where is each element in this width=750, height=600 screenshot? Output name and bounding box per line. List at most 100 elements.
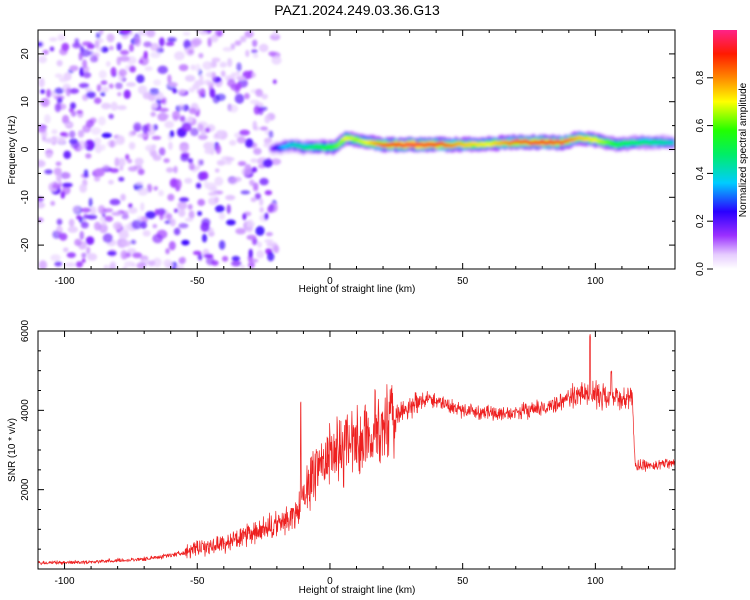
heatmap-cell bbox=[123, 210, 129, 218]
heatmap-cell bbox=[66, 252, 76, 258]
heatmap-cell bbox=[146, 30, 156, 38]
heatmap-cell bbox=[209, 186, 218, 192]
heatmap-cell bbox=[177, 88, 187, 95]
snr-y-label: SNR (10 * v/v) bbox=[7, 418, 18, 482]
heatmap-cell bbox=[63, 150, 72, 159]
heatmap-cell bbox=[121, 240, 131, 247]
heatmap-cell bbox=[111, 211, 123, 216]
heatmap-cell bbox=[199, 91, 204, 98]
y-tick-label: 6000 bbox=[20, 319, 31, 342]
heatmap-cell bbox=[119, 165, 124, 171]
heatmap-cell bbox=[79, 183, 87, 193]
heatmap-cell bbox=[214, 168, 220, 173]
heatmap-cell bbox=[231, 255, 241, 262]
heatmap-cell bbox=[197, 123, 204, 132]
x-tick-label: -100 bbox=[55, 276, 75, 287]
heatmap-cell bbox=[38, 77, 45, 88]
heatmap-cell bbox=[50, 90, 56, 98]
heatmap-cell bbox=[116, 42, 122, 51]
heatmap-cell bbox=[178, 223, 189, 229]
heatmap-cell bbox=[128, 207, 138, 214]
heatmap-cell bbox=[261, 93, 268, 100]
heatmap-ridge-cell bbox=[335, 144, 340, 148]
heatmap-cell bbox=[68, 88, 80, 94]
heatmap-cell bbox=[38, 202, 46, 209]
heatmap-cell bbox=[195, 182, 202, 189]
colorbar: 0.0 0.2 0.4 0.6 0.8 Normalized spectral ampl… bbox=[695, 30, 749, 276]
heatmap-cell bbox=[234, 40, 242, 46]
heatmap-cell bbox=[110, 66, 117, 77]
heatmap-cell bbox=[80, 207, 92, 213]
heatmap-cell bbox=[86, 246, 91, 255]
heatmap-cell bbox=[153, 186, 159, 191]
x-tick-label: 50 bbox=[457, 576, 469, 587]
heatmap-cell bbox=[168, 82, 179, 87]
heatmap-cell bbox=[271, 55, 282, 65]
heatmap-cell bbox=[198, 134, 208, 140]
heatmap-cell bbox=[64, 122, 73, 127]
heatmap-cell bbox=[209, 88, 216, 98]
heatmap-cell bbox=[70, 102, 76, 110]
heatmap-cell bbox=[70, 140, 80, 149]
heatmap-cell bbox=[98, 70, 107, 79]
heatmap-cell bbox=[94, 175, 101, 182]
heatmap-cell bbox=[167, 193, 175, 201]
heatmap-cell bbox=[109, 261, 117, 269]
heatmap-cell bbox=[218, 212, 226, 220]
heatmap-cell bbox=[80, 221, 89, 229]
heatmap-cell bbox=[56, 97, 63, 104]
heatmap-cell bbox=[143, 41, 152, 48]
heatmap-cell bbox=[145, 211, 156, 219]
heatmap-cell bbox=[269, 33, 281, 41]
heatmap-cell bbox=[38, 128, 47, 133]
heatmap-cell bbox=[241, 167, 252, 176]
heatmap-cell bbox=[115, 82, 123, 90]
heatmap-cell bbox=[129, 65, 137, 73]
figure-title: PAZ1.2024.249.03.36.G13 bbox=[274, 2, 440, 18]
heatmap-cell bbox=[60, 191, 66, 199]
heatmap-cell bbox=[201, 130, 206, 136]
heatmap-cell bbox=[109, 168, 119, 173]
heatmap-cell bbox=[123, 89, 131, 100]
heatmap-cell bbox=[137, 85, 148, 95]
heatmap-cell bbox=[197, 198, 206, 207]
snr-panel: -100 -50 0 50 100 2000 4000 6000 Height of str… bbox=[7, 319, 676, 596]
heatmap-cell bbox=[148, 260, 156, 266]
heatmap-cell bbox=[81, 258, 86, 263]
heatmap-cell bbox=[151, 144, 157, 149]
heatmap-cell bbox=[106, 33, 115, 43]
heatmap-cell bbox=[118, 176, 125, 182]
spectrogram-y-axis: -20 -10 0 10 20 bbox=[20, 29, 675, 270]
heatmap-cell bbox=[215, 205, 225, 213]
heatmap-cell bbox=[159, 210, 164, 221]
heatmap-cell bbox=[225, 157, 235, 162]
heatmap-cell bbox=[118, 157, 126, 167]
spectrogram-x-axis: -100 -50 0 50 100 bbox=[37, 30, 676, 287]
heatmap-cell bbox=[42, 49, 49, 55]
heatmap-cell bbox=[202, 61, 213, 70]
heatmap-cell bbox=[63, 247, 69, 253]
heatmap-cell bbox=[149, 88, 160, 95]
heatmap-cell bbox=[61, 42, 70, 52]
heatmap-cell bbox=[84, 87, 93, 93]
heatmap-cell bbox=[234, 83, 242, 91]
heatmap-cell bbox=[250, 197, 257, 203]
heatmap-cell bbox=[184, 177, 193, 184]
heatmap-cell bbox=[213, 133, 222, 140]
heatmap-cell bbox=[177, 201, 188, 211]
heatmap-cell bbox=[126, 82, 136, 87]
heatmap-cell bbox=[56, 60, 63, 67]
heatmap-cell bbox=[252, 120, 258, 130]
snr-y-axis: 2000 4000 6000 bbox=[20, 319, 675, 550]
heatmap-cell bbox=[262, 158, 273, 168]
heatmap-cell bbox=[50, 254, 61, 262]
heatmap-cell bbox=[104, 215, 114, 222]
heatmap-cell bbox=[158, 107, 169, 112]
heatmap-cell bbox=[148, 93, 156, 102]
heatmap-cell bbox=[255, 226, 265, 236]
heatmap-cell bbox=[172, 88, 178, 94]
heatmap-cell bbox=[267, 251, 275, 262]
heatmap-cell bbox=[192, 250, 202, 256]
heatmap-cell bbox=[86, 43, 95, 49]
